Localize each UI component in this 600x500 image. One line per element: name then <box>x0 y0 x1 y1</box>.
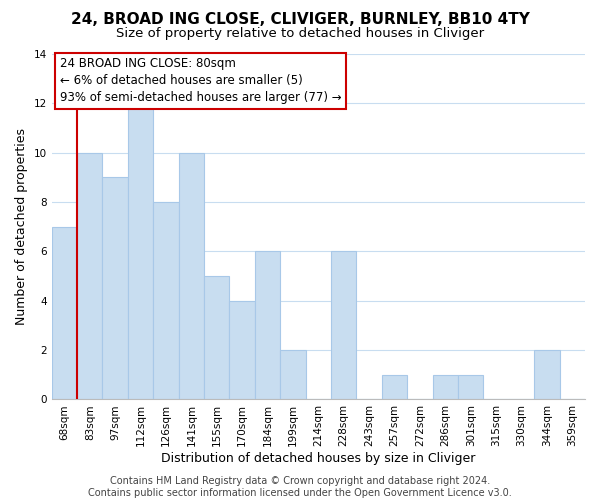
Bar <box>77 152 103 400</box>
X-axis label: Distribution of detached houses by size in Cliviger: Distribution of detached houses by size … <box>161 452 476 465</box>
Text: 24 BROAD ING CLOSE: 80sqm
← 6% of detached houses are smaller (5)
93% of semi-de: 24 BROAD ING CLOSE: 80sqm ← 6% of detach… <box>59 58 341 104</box>
Bar <box>229 301 255 400</box>
Bar <box>204 276 229 400</box>
Text: 24, BROAD ING CLOSE, CLIVIGER, BURNLEY, BB10 4TY: 24, BROAD ING CLOSE, CLIVIGER, BURNLEY, … <box>71 12 529 28</box>
Bar <box>280 350 305 400</box>
Y-axis label: Number of detached properties: Number of detached properties <box>15 128 28 325</box>
Text: Contains HM Land Registry data © Crown copyright and database right 2024.
Contai: Contains HM Land Registry data © Crown c… <box>88 476 512 498</box>
Bar <box>458 375 484 400</box>
Bar <box>534 350 560 400</box>
Bar <box>255 252 280 400</box>
Bar <box>331 252 356 400</box>
Bar <box>153 202 179 400</box>
Bar <box>179 152 204 400</box>
Bar <box>128 104 153 400</box>
Bar <box>433 375 458 400</box>
Bar <box>382 375 407 400</box>
Bar <box>52 226 77 400</box>
Bar <box>103 178 128 400</box>
Text: Size of property relative to detached houses in Cliviger: Size of property relative to detached ho… <box>116 28 484 40</box>
